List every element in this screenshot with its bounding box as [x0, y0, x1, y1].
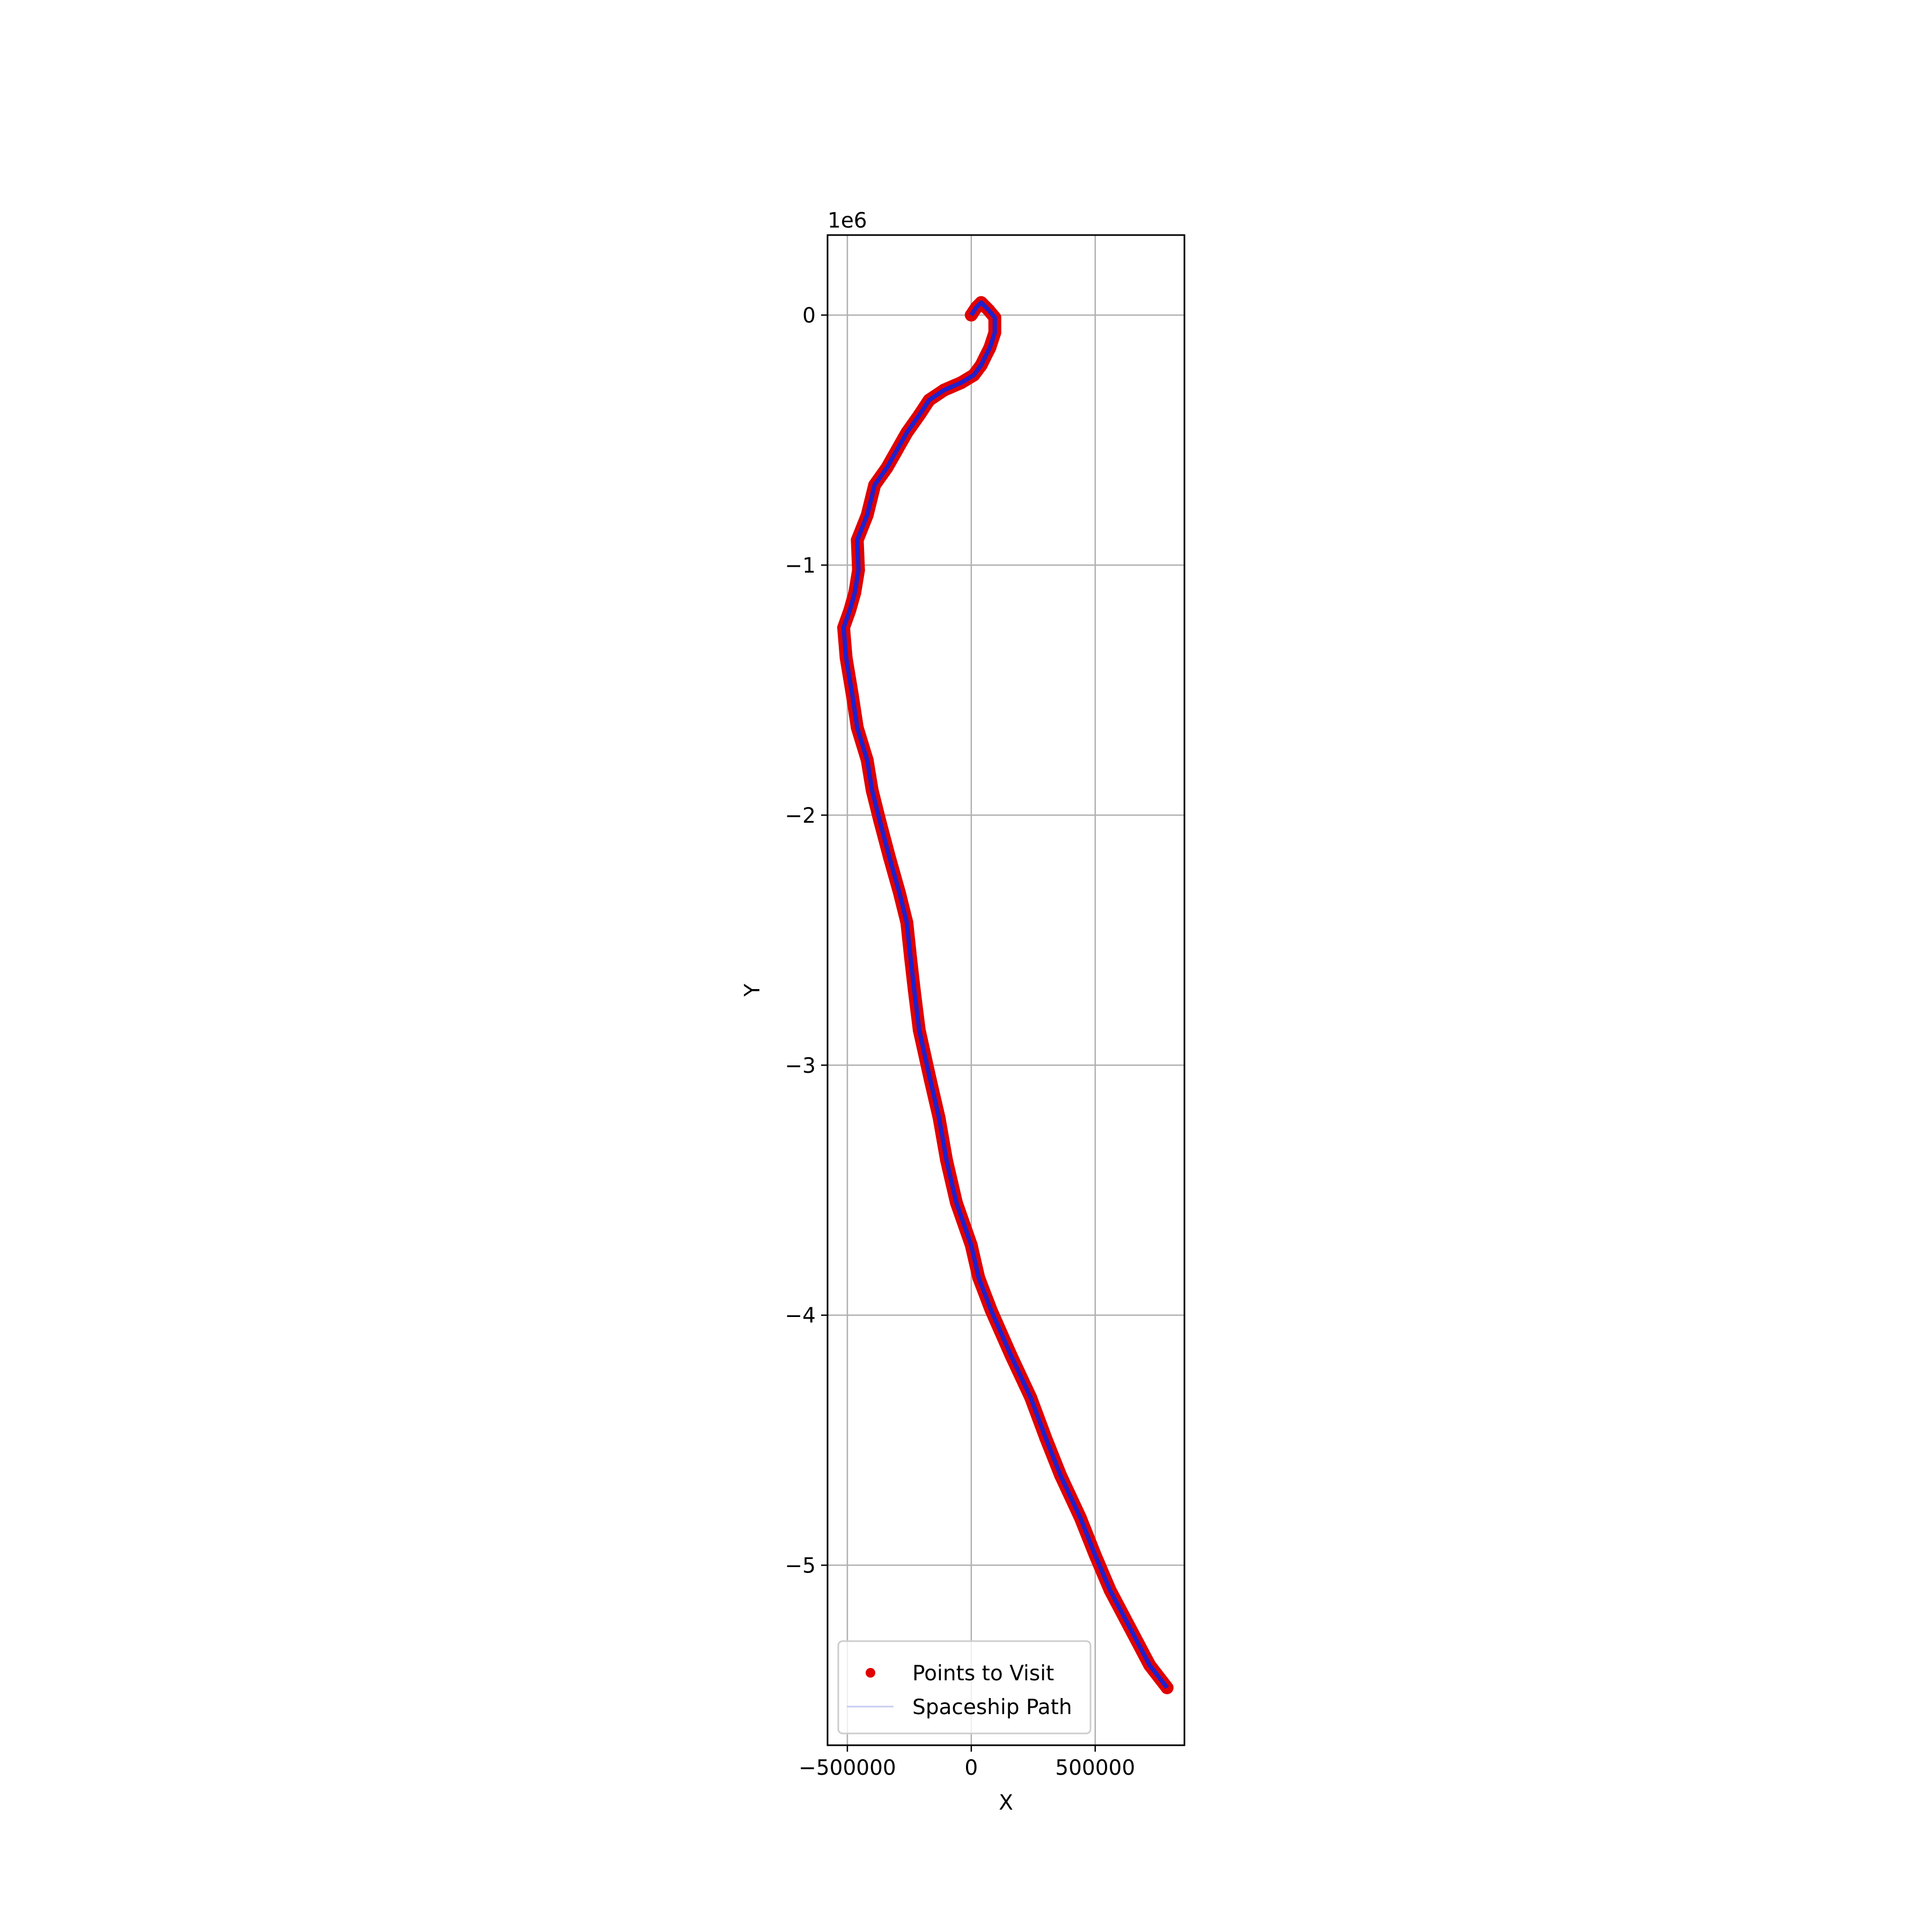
legend-label-path: Spaceship Path — [912, 1695, 1072, 1719]
y-tick-label-3: −3 — [785, 1054, 816, 1078]
y-axis-ticks: 0 −1 −2 −3 −4 −5 — [785, 304, 828, 1578]
x-tick-label-0: −500000 — [799, 1756, 896, 1780]
legend-marker-points — [866, 1668, 875, 1678]
x-axis-ticks: −500000 0 500000 — [799, 1745, 1135, 1780]
x-tick-label-1: 0 — [964, 1756, 978, 1780]
axes-frame — [826, 234, 1185, 1746]
legend: Points to Visit Spaceship Path — [837, 1640, 1092, 1735]
plot-area — [837, 296, 1174, 1694]
grid-lines — [828, 235, 1184, 1745]
x-tick-label-2: 500000 — [1055, 1756, 1135, 1780]
y-tick-label-0: 0 — [802, 304, 816, 328]
y-tick-label-5: −5 — [785, 1554, 816, 1578]
y-offset-label: 1e6 — [828, 209, 867, 233]
x-axis-label: X — [999, 1791, 1013, 1815]
legend-label-points: Points to Visit — [912, 1662, 1054, 1686]
y-tick-label-4: −4 — [785, 1304, 816, 1328]
y-axis-label: Y — [741, 984, 765, 997]
y-tick-label-1: −1 — [785, 554, 816, 578]
y-tick-label-2: −2 — [785, 804, 816, 828]
spaceship-path-line — [841, 300, 1169, 1689]
legend-box — [837, 1640, 1092, 1735]
